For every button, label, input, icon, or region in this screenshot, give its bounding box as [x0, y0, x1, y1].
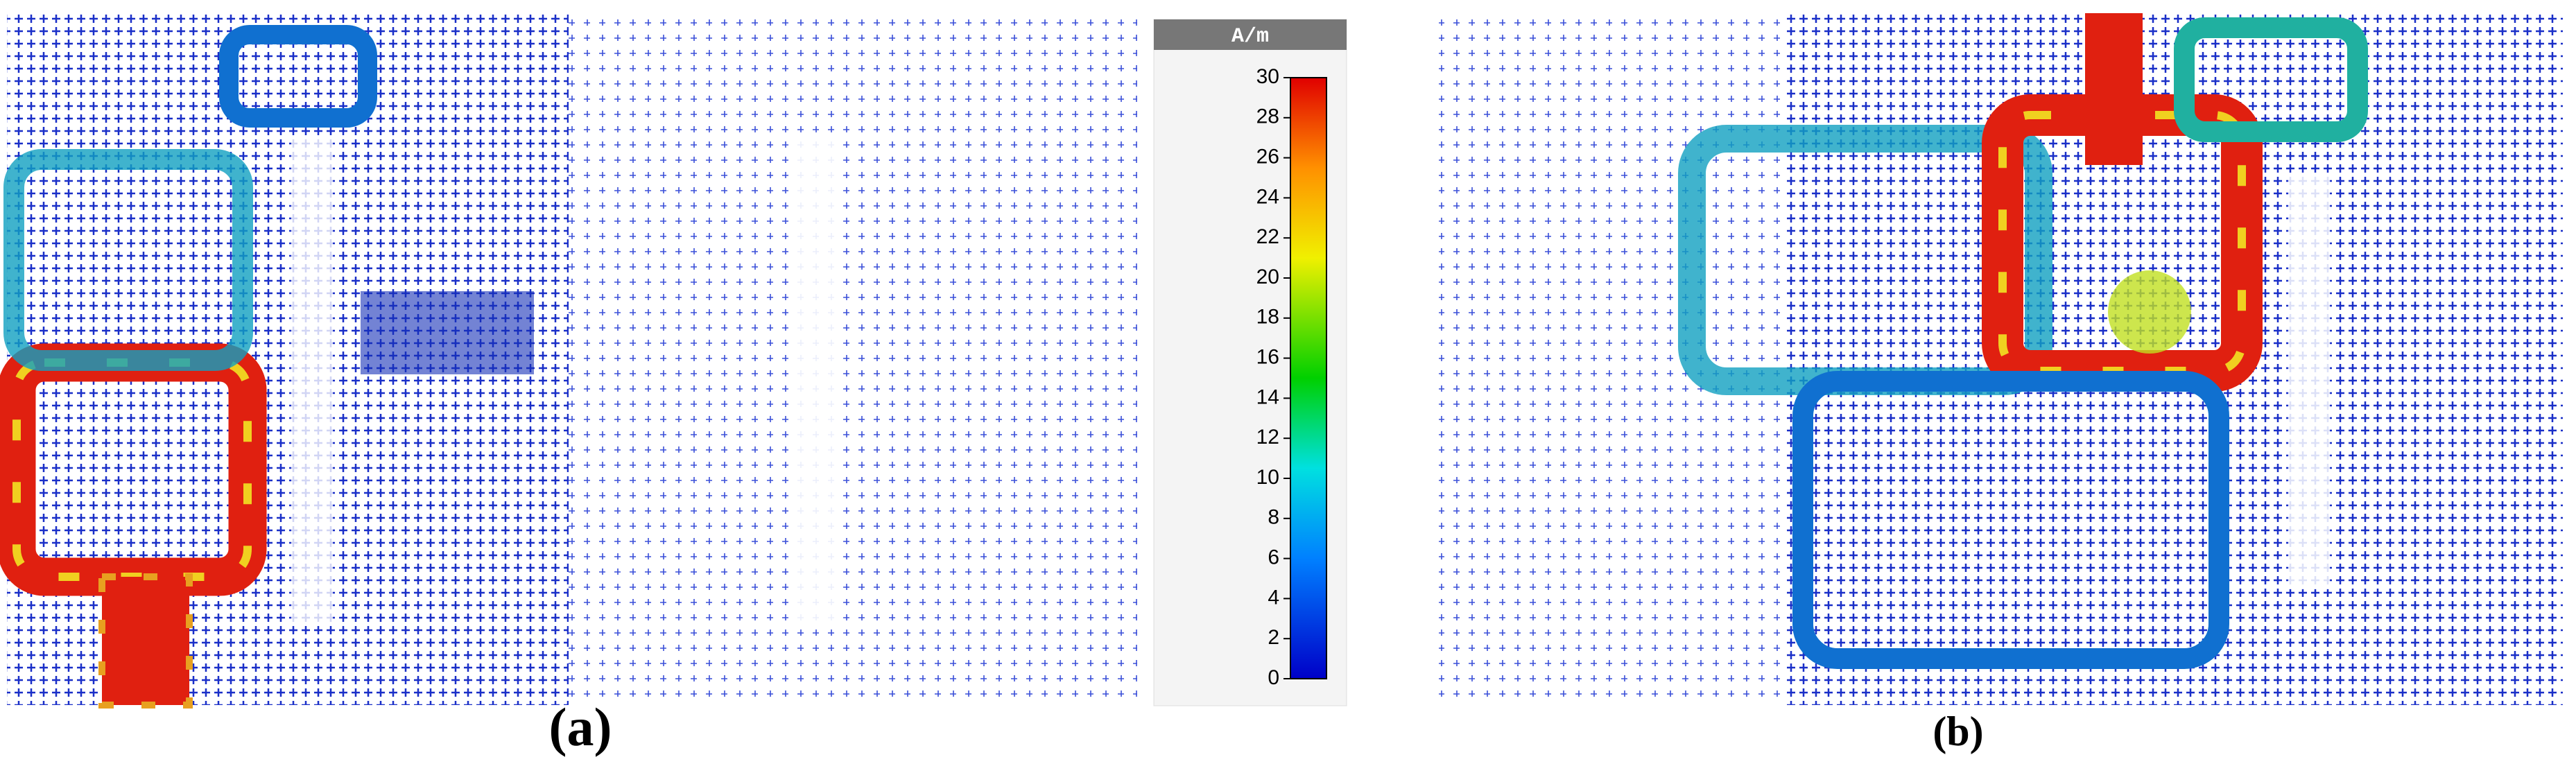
tick-label: 14 [1256, 385, 1279, 408]
tick-label: 18 [1256, 306, 1279, 329]
colorbar-gradient [1290, 77, 1327, 679]
panel-a [0, 13, 1137, 709]
tick-label: 2 [1268, 626, 1279, 649]
tick-label: 8 [1268, 506, 1279, 529]
tick-label: 20 [1256, 266, 1279, 288]
panel-b [1439, 13, 2563, 705]
panel-label: (a) [549, 697, 612, 757]
tick-label: 16 [1256, 346, 1279, 369]
colorbar-unit: A/m [1231, 25, 1269, 49]
tick-label: 12 [1256, 426, 1279, 449]
tick-label: 30 [1256, 65, 1279, 88]
tick-label: 0 [1268, 666, 1279, 689]
panel-label: (b) [1933, 709, 1983, 754]
tick-label: 22 [1256, 225, 1279, 248]
tick-label: 6 [1268, 546, 1279, 569]
tick-label: 10 [1256, 466, 1279, 489]
tick-label: 4 [1268, 586, 1279, 609]
tick-label: 24 [1256, 185, 1279, 208]
tick-label: 26 [1256, 146, 1279, 168]
tick-label: 28 [1256, 105, 1279, 128]
colorbar: A/m [1153, 19, 1347, 706]
